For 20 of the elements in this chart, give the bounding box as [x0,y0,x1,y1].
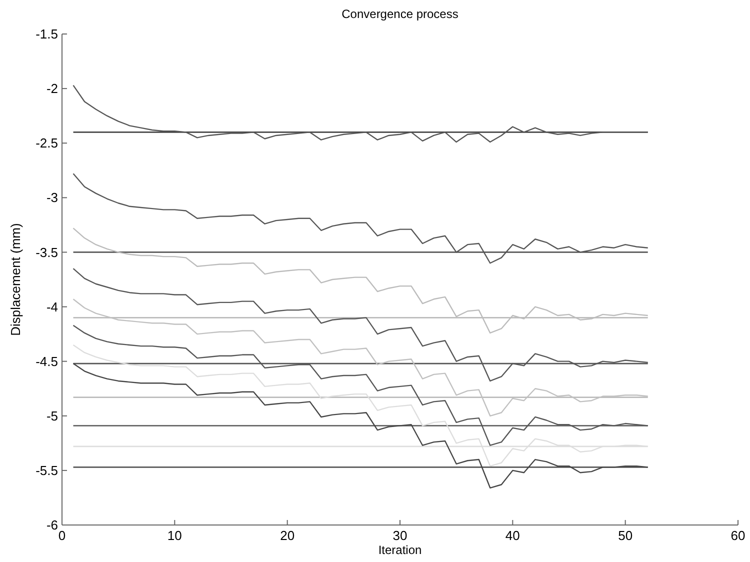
y-tick-label: -4 [46,299,58,314]
x-tick-label: 30 [392,528,408,543]
y-tick-label: -1.5 [36,26,58,42]
chart-title: Convergence process [342,7,458,21]
x-tick-label: 20 [280,528,295,543]
x-tick-label: 10 [167,528,182,543]
y-tick-label: -3.5 [36,244,58,260]
x-tick-label: 50 [618,528,633,543]
x-tick-label: 0 [58,528,66,543]
y-tick-label: -4.5 [36,354,58,369]
y-axis-title: Displacement (mm) [8,223,23,336]
y-tick-label: -2.5 [36,136,58,151]
y-tick-label: -5.5 [36,462,58,478]
y-tick-label: -5 [46,408,58,424]
y-tick-label: -3 [46,190,58,206]
y-tick-label: -6 [46,518,58,533]
y-tick-label: -2 [46,81,58,96]
x-tick-label: 60 [730,528,746,543]
x-axis-title: Iteration [378,543,422,557]
x-tick-label: 40 [505,528,520,543]
